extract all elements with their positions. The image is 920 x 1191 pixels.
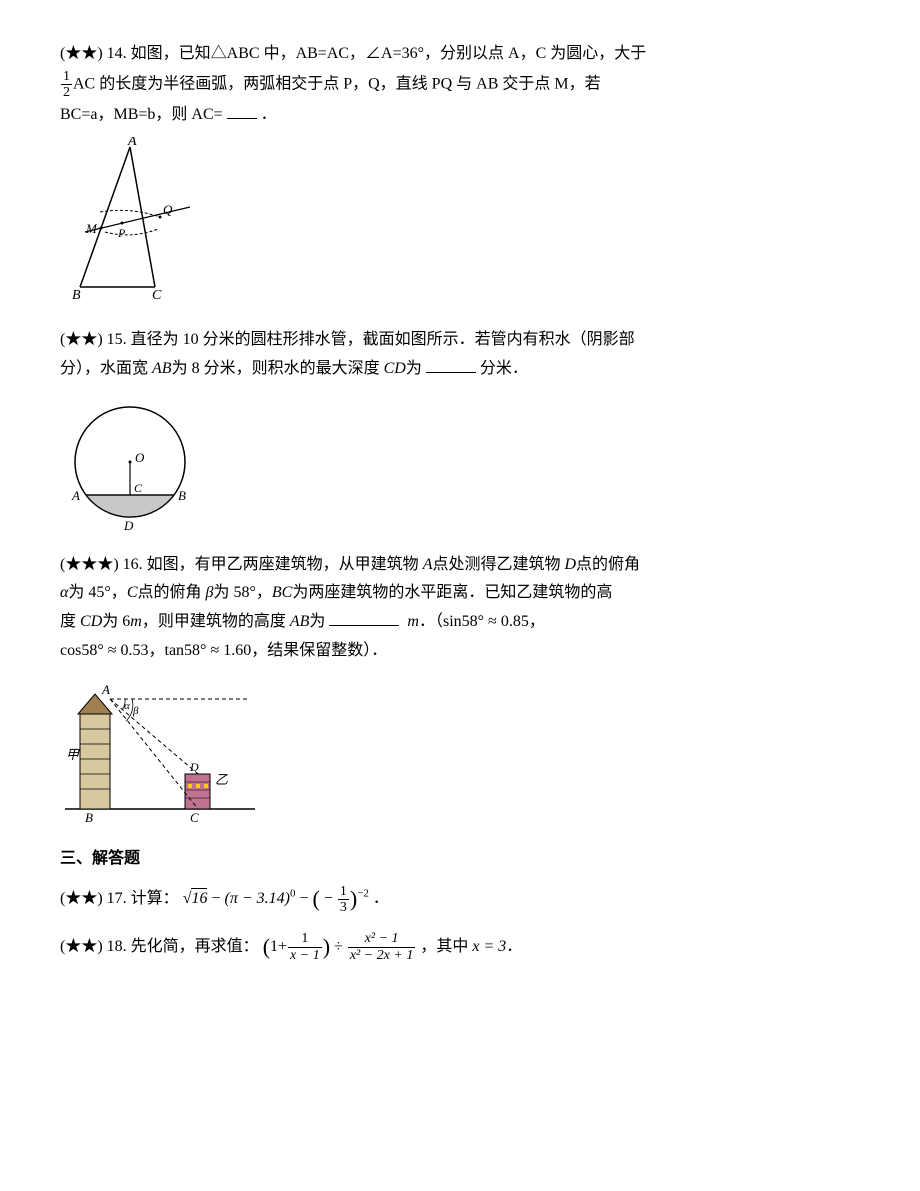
label: 计算： — [131, 890, 179, 907]
text: AC 的长度为半径画弧，两弧相交于点 P，Q，直线 PQ 与 AB 交于点 M，… — [73, 75, 601, 92]
period: ． — [373, 890, 389, 907]
label-jia: 甲 — [66, 747, 80, 762]
text: 为 45°， — [68, 584, 126, 601]
problem-18-text: (★★) 18. 先化简，再求值： (1+1x − 1) ÷ x² − 1x² … — [60, 927, 860, 967]
text: 为两座建筑物的水平距离．已知乙建筑物的高 — [292, 584, 612, 601]
figure-15: O C A B D — [60, 392, 860, 543]
label-A: A — [71, 488, 80, 503]
difficulty-stars: (★★) — [60, 331, 103, 348]
text: ，则甲建筑物的高度 — [142, 613, 290, 630]
difficulty-stars: (★★) — [60, 938, 103, 955]
label-B: B — [85, 810, 93, 824]
label-D: D — [189, 760, 199, 774]
problem-number: 18. — [107, 938, 127, 955]
math-C: C — [127, 584, 138, 601]
math-AB: AB — [152, 360, 172, 377]
period: ． — [506, 938, 522, 955]
text: 直径为 10 分米的圆柱形排水管，截面如图所示．若管内有积水（阴影部 — [131, 331, 635, 348]
label-B: B — [72, 288, 81, 303]
difficulty-stars: (★★) — [60, 890, 103, 907]
label-C: C — [134, 481, 143, 495]
problem-number: 16. — [123, 556, 143, 573]
buildings-svg: A α β 甲 乙 D B C — [60, 674, 260, 824]
text: 如图，有甲乙两座建筑物，从甲建筑物 — [147, 556, 423, 573]
math-BC: BC — [272, 584, 292, 601]
problem-15-text: (★★) 15. 直径为 10 分米的圆柱形排水管，截面如图所示．若管内有积水（… — [60, 326, 860, 384]
answer-blank — [329, 609, 399, 626]
text: 为 — [406, 360, 422, 377]
label-D: D — [123, 518, 134, 532]
math-D: D — [564, 556, 576, 573]
circle-svg: O C A B D — [60, 392, 200, 532]
text: BC=a，MB=b，则 AC= — [60, 106, 223, 123]
unit: 分米． — [480, 360, 528, 377]
text: 为 58°， — [213, 584, 271, 601]
label-P: P — [117, 226, 126, 240]
text: 为 — [309, 613, 325, 630]
triangle-svg: A B C M P Q — [60, 137, 210, 307]
problem-number: 14. — [107, 45, 127, 62]
math-CD: CD — [80, 613, 102, 630]
label-A: A — [101, 682, 110, 697]
math-A: A — [423, 556, 433, 573]
label-A: A — [127, 137, 137, 149]
math-AB: AB — [290, 613, 310, 630]
figure-14: A B C M P Q — [60, 137, 860, 318]
text: 点处测得乙建筑物 — [432, 556, 564, 573]
text: 分），水面宽 — [60, 360, 152, 377]
where: ，其中 — [420, 938, 472, 955]
answer-blank — [227, 102, 257, 119]
text: 度 — [60, 613, 80, 630]
label-O: O — [135, 450, 145, 465]
math-CD: CD — [384, 360, 406, 377]
label-beta: β — [132, 705, 139, 717]
label-C: C — [190, 810, 199, 824]
figure-16: A α β 甲 乙 D B C — [60, 674, 860, 835]
label: 先化简，再求值： — [131, 938, 259, 955]
label-C: C — [152, 288, 162, 303]
problem-number: 15. — [107, 331, 127, 348]
period: ． — [261, 106, 277, 123]
problem-number: 17. — [107, 890, 127, 907]
x-eq: x = 3 — [472, 938, 506, 955]
label-Q: Q — [163, 202, 173, 217]
expr: (1+1x − 1) ÷ x² − 1x² − 2x + 1 — [263, 938, 421, 955]
answer-blank — [426, 356, 476, 373]
problem-14-text: (★★) 14. 如图，已知△ABC 中，AB=AC，∠A=36°，分别以点 A… — [60, 40, 860, 129]
math-m2: m — [407, 613, 419, 630]
text: 为 8 分米，则积水的最大深度 — [172, 360, 384, 377]
problem-14: (★★) 14. 如图，已知△ABC 中，AB=AC，∠A=36°，分别以点 A… — [60, 40, 860, 318]
math-m: m — [130, 613, 142, 630]
label-B: B — [178, 488, 186, 503]
label-yi: 乙 — [215, 772, 228, 787]
problem-17: (★★) 17. 计算： √16 − (π − 3.14)0 − ( − 13)… — [60, 879, 860, 919]
text: 点的俯角 — [576, 556, 640, 573]
section-3-title: 三、解答题 — [60, 845, 860, 874]
difficulty-stars: (★★★) — [60, 556, 119, 573]
problem-15: (★★) 15. 直径为 10 分米的圆柱形排水管，截面如图所示．若管内有积水（… — [60, 326, 860, 542]
difficulty-stars: (★★) — [60, 45, 103, 62]
problem-16-text: (★★★) 16. 如图，有甲乙两座建筑物，从甲建筑物 A点处测得乙建筑物 D点… — [60, 551, 860, 666]
text: 点的俯角 — [137, 584, 205, 601]
problem-17-text: (★★) 17. 计算： √16 − (π − 3.14)0 − ( − 13)… — [60, 879, 860, 919]
label-alpha: α — [124, 700, 130, 712]
text: cos58° ≈ 0.53，tan58° ≈ 1.60，结果保留整数）． — [60, 642, 387, 659]
problem-18: (★★) 18. 先化简，再求值： (1+1x − 1) ÷ x² − 1x² … — [60, 927, 860, 967]
text: 如图，已知△ABC 中，AB=AC，∠A=36°，分别以点 A，C 为圆心，大于 — [131, 45, 647, 62]
label-M: M — [85, 221, 98, 236]
fraction-half: 1 2 — [61, 69, 72, 101]
text: 为 6 — [102, 613, 130, 630]
problem-16: (★★★) 16. 如图，有甲乙两座建筑物，从甲建筑物 A点处测得乙建筑物 D点… — [60, 551, 860, 835]
text: ．（sin58° ≈ 0.85， — [419, 613, 545, 630]
expr: √16 − (π − 3.14)0 − ( − 13)−2 — [183, 890, 373, 907]
